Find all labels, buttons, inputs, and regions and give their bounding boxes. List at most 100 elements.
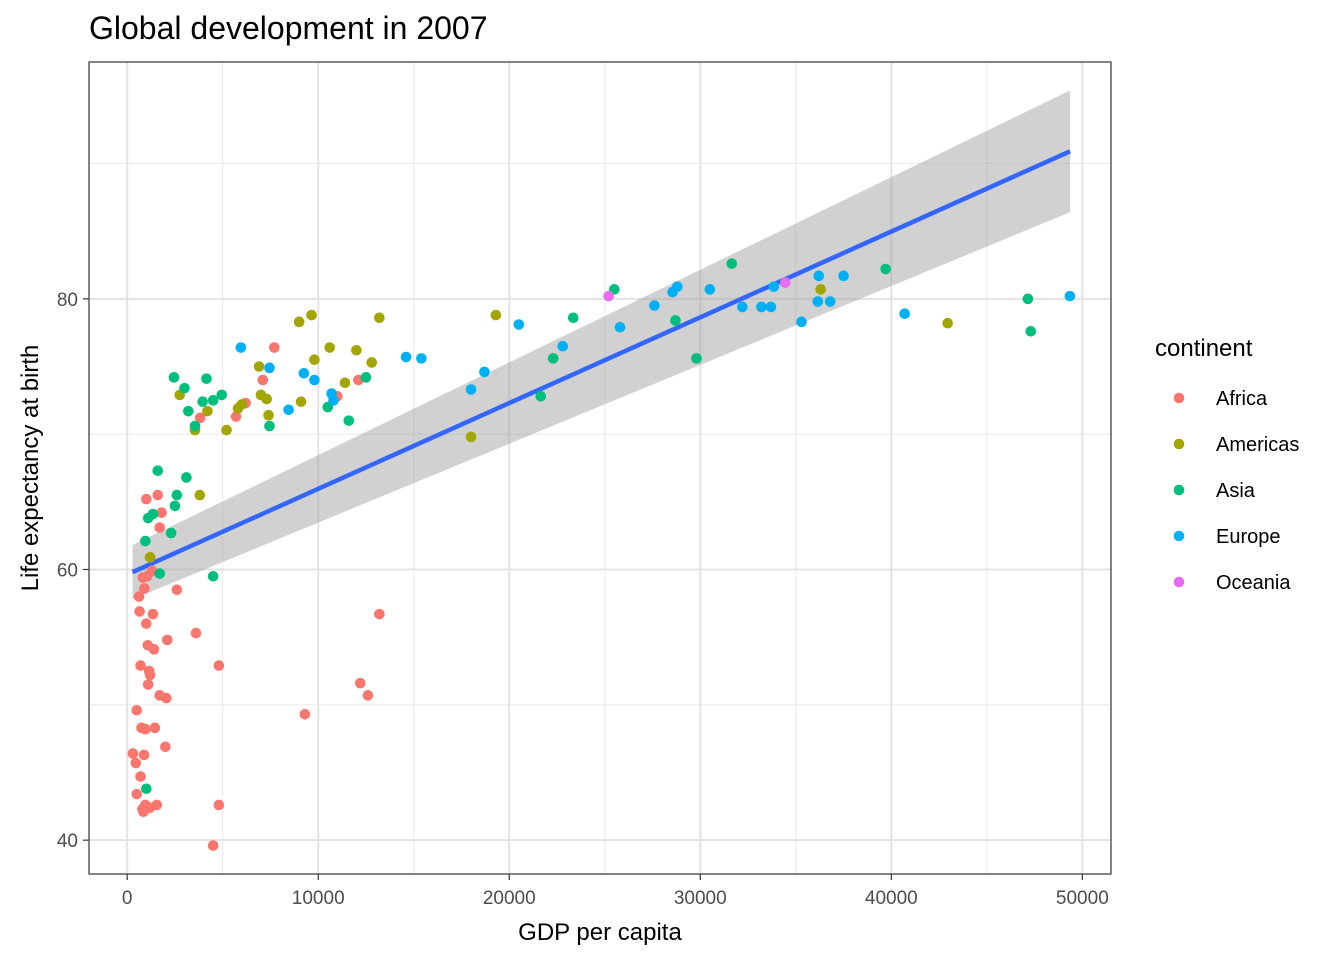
data-point [142, 679, 154, 690]
series-oceania [603, 277, 791, 302]
data-point [295, 396, 307, 407]
data-point [147, 608, 159, 620]
data-point [230, 411, 242, 422]
data-point [293, 316, 305, 328]
data-point [670, 315, 681, 326]
legend-label-asia: Asia [1216, 480, 1256, 502]
data-point [194, 412, 206, 424]
data-point [171, 489, 183, 501]
data-point [156, 507, 167, 518]
data-point [1064, 290, 1076, 302]
data-point [140, 535, 151, 547]
data-point [263, 409, 274, 421]
data-point [513, 319, 525, 330]
data-point [306, 309, 317, 321]
data-point [309, 354, 320, 366]
data-point [131, 788, 143, 800]
data-point [283, 404, 294, 416]
data-point [148, 644, 160, 655]
x-tick-label: 50000 [1056, 888, 1109, 909]
data-point [815, 284, 826, 295]
data-point [824, 296, 836, 307]
data-point [169, 500, 181, 512]
y-tick-label: 60 [57, 561, 78, 582]
data-point [154, 568, 165, 579]
data-point [152, 465, 164, 477]
data-point [796, 316, 807, 328]
x-tick-label: 30000 [674, 888, 727, 909]
data-point [298, 367, 310, 379]
legend-label-africa: Africa [1216, 388, 1268, 410]
legend-label-oceania: Oceania [1216, 572, 1291, 594]
x-tick-label: 0 [122, 888, 133, 909]
data-point [264, 362, 275, 374]
chart-title: Global development in 2007 [89, 10, 488, 46]
data-point [614, 321, 626, 333]
data-point [207, 570, 219, 582]
grid-minor [89, 62, 1111, 874]
series-americas [144, 284, 953, 563]
data-point [768, 281, 780, 292]
data-point [557, 340, 569, 352]
legend-label-americas: Americas [1216, 434, 1299, 456]
data-point [202, 405, 213, 417]
x-axis-title: GDP per capita [518, 919, 682, 946]
data-point [268, 342, 280, 353]
data-point [130, 757, 142, 769]
data-point [140, 723, 151, 735]
data-point [141, 783, 152, 795]
data-point [490, 309, 502, 321]
data-point [1025, 326, 1037, 337]
data-point [131, 704, 143, 716]
data-point [691, 353, 702, 364]
data-point [171, 584, 183, 596]
x-axis: 0 10000 20000 30000 40000 50000 [122, 874, 1109, 909]
data-point [416, 353, 427, 364]
data-point [374, 608, 385, 620]
data-point [162, 634, 173, 646]
data-point [213, 660, 225, 671]
y-tick-label: 80 [57, 290, 78, 311]
data-point [139, 583, 150, 594]
data-point [479, 366, 490, 378]
legend-key-americas [1173, 438, 1185, 450]
data-point [328, 395, 339, 406]
x-tick-label: 20000 [483, 888, 536, 909]
data-point [154, 522, 165, 533]
confidence-ribbon [132, 90, 1071, 600]
data-point [535, 390, 547, 402]
data-point [339, 377, 351, 389]
data-point [197, 396, 208, 407]
data-point [141, 618, 152, 629]
data-point [324, 342, 335, 353]
data-point [165, 527, 177, 539]
x-tick-label: 40000 [865, 888, 918, 909]
data-point [135, 771, 146, 782]
data-point [138, 749, 150, 761]
data-point [207, 840, 219, 851]
y-tick-label: 40 [57, 831, 78, 852]
legend-key-africa [1173, 392, 1185, 404]
series-europe [235, 270, 1076, 416]
data-point [756, 301, 767, 313]
data-point [181, 472, 192, 483]
x-tick-label: 10000 [292, 888, 345, 909]
data-point [899, 308, 910, 320]
data-point [161, 692, 172, 704]
legend-key-oceania [1173, 576, 1185, 588]
data-point [194, 489, 206, 501]
series-asia [140, 258, 1037, 795]
data-point [813, 270, 825, 282]
data-point [144, 669, 156, 681]
legend-key-asia [1173, 484, 1185, 496]
data-point [235, 342, 247, 353]
data-point [207, 395, 219, 406]
legend-key-europe [1173, 530, 1185, 542]
data-point [726, 258, 738, 269]
data-point [603, 290, 614, 302]
data-point [221, 424, 232, 436]
data-point [942, 317, 953, 329]
data-point [127, 748, 139, 759]
data-point [190, 627, 202, 639]
data-point [257, 374, 269, 386]
